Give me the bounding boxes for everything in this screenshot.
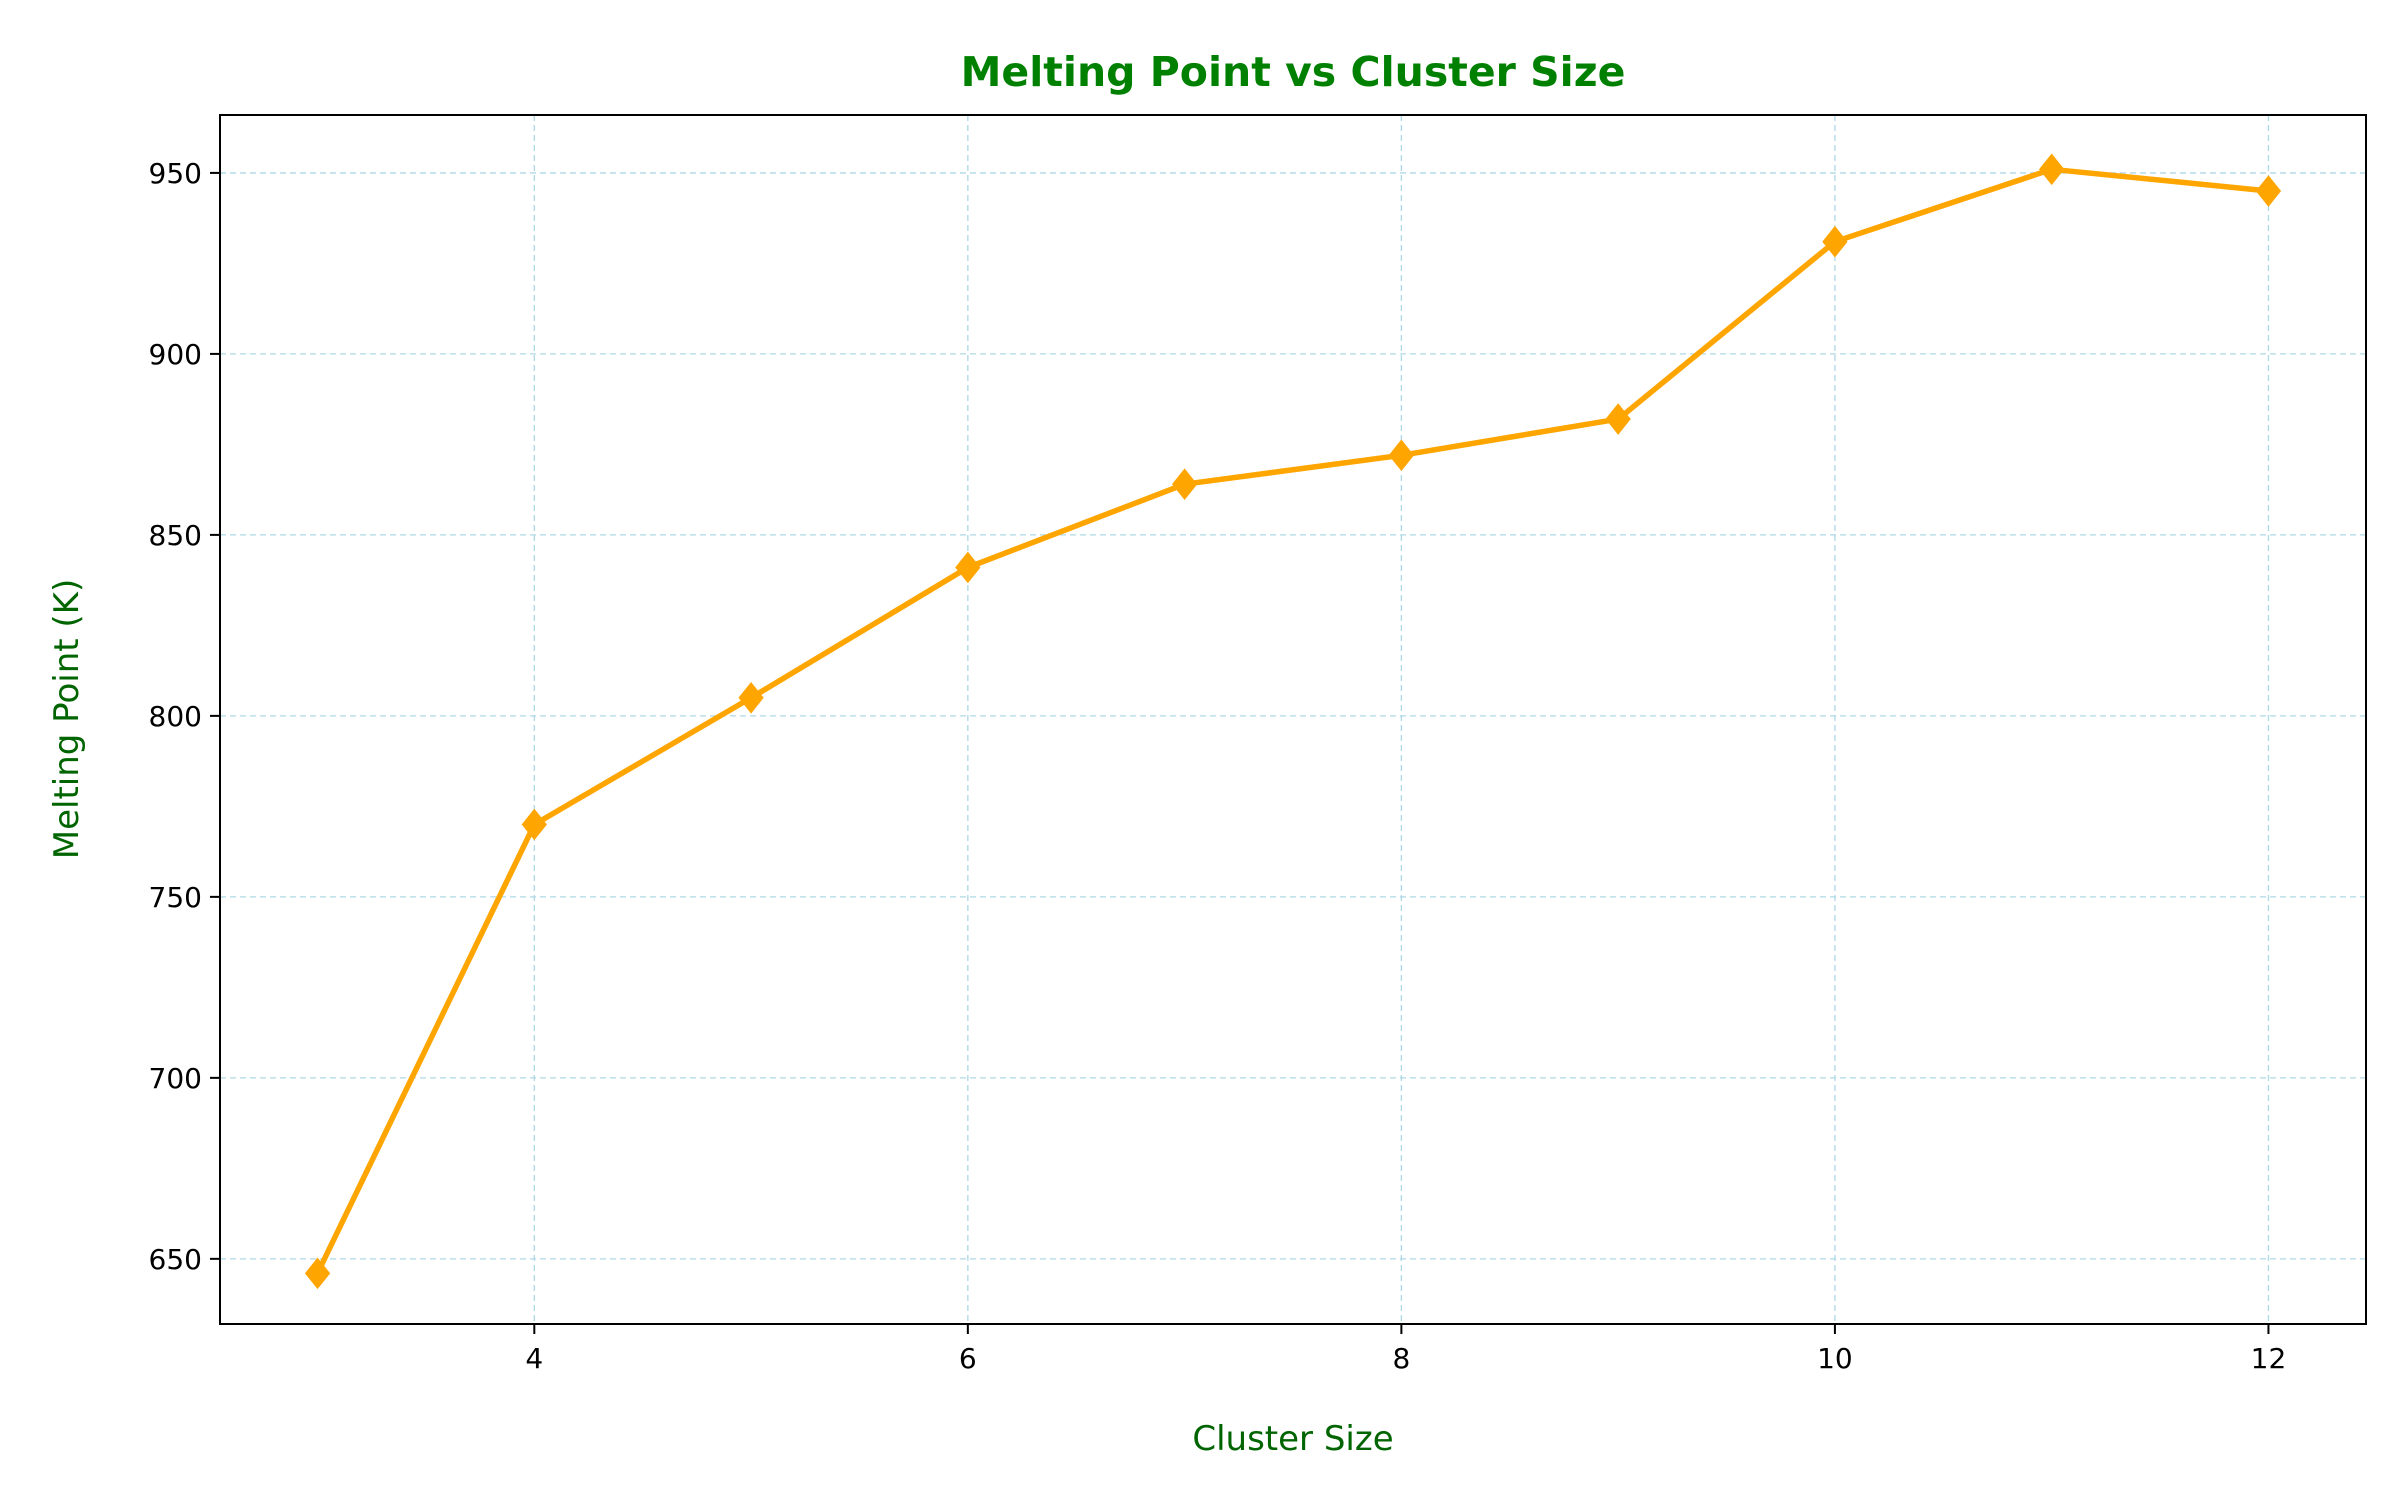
y-tick-label: 700	[149, 1062, 202, 1095]
data-point-marker	[1171, 468, 1198, 501]
x-axis-ticks: 4 6 8 10 12	[525, 1324, 2286, 1375]
y-tick-label: 650	[149, 1243, 202, 1276]
data-point-marker	[1822, 225, 1848, 258]
data-point-marker	[521, 808, 547, 841]
y-tick-label: 850	[149, 519, 202, 552]
x-tick-label: 6	[959, 1342, 977, 1375]
y-tick-label: 950	[149, 157, 202, 190]
marker-layer	[304, 153, 2282, 1290]
y-tick-label: 750	[149, 881, 202, 914]
x-tick-label: 10	[1817, 1342, 1853, 1375]
chart-title: Melting Point vs Cluster Size	[961, 48, 1626, 96]
data-point-marker	[1605, 403, 1631, 435]
data-point-marker	[2039, 153, 2065, 186]
y-tick-label: 900	[149, 338, 202, 371]
grid	[220, 115, 2366, 1324]
data-point-marker	[2255, 175, 2282, 207]
x-axis-label: Cluster Size	[1192, 1419, 1393, 1459]
series-line	[315, 166, 2269, 1275]
y-axis-label: Melting Point (K)	[47, 579, 87, 859]
x-tick-label: 8	[1392, 1342, 1410, 1375]
data-point-marker	[1388, 439, 1415, 472]
data-point-marker	[304, 1257, 331, 1290]
y-axis-ticks: 650 700 750 800 850 900 950	[149, 157, 220, 1276]
series-line-layer	[315, 166, 2269, 1275]
x-tick-label: 12	[2251, 1342, 2287, 1375]
y-tick-label: 800	[149, 700, 202, 733]
plot-frame	[219, 114, 2367, 1325]
x-tick-label: 4	[525, 1342, 543, 1375]
data-point-marker	[955, 551, 981, 584]
data-point-marker	[738, 681, 764, 714]
